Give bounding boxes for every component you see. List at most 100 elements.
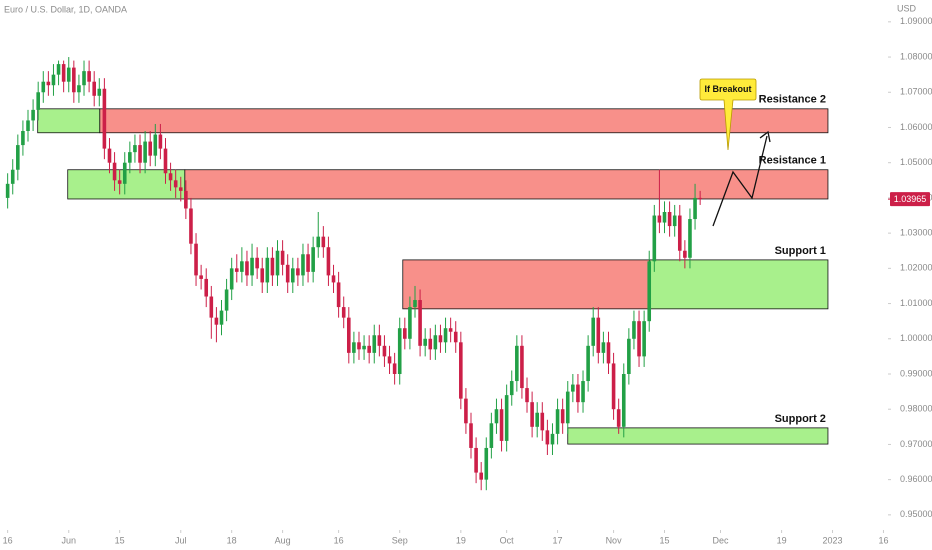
candle-body xyxy=(418,300,422,346)
y-tick-label: 0.95000 xyxy=(900,509,932,519)
candle-body xyxy=(443,328,448,343)
x-tick-label: 19 xyxy=(456,535,466,545)
candle-body xyxy=(397,328,402,374)
candle-body xyxy=(112,162,117,181)
candle-body xyxy=(66,67,71,82)
y-tick-label: 1.03000 xyxy=(900,228,932,238)
y-tick-label: 1.02000 xyxy=(900,263,932,273)
candle-body xyxy=(128,152,132,163)
candle-body xyxy=(168,173,173,181)
arrow-head xyxy=(759,130,771,143)
candle-body xyxy=(677,215,682,251)
candle-body xyxy=(352,342,356,353)
candle-body xyxy=(672,215,677,227)
zone-box xyxy=(184,169,829,200)
candle-body xyxy=(438,335,443,343)
candle-body xyxy=(667,212,672,227)
zone-label: Resistance 2 xyxy=(759,94,826,106)
candle-body xyxy=(484,447,489,480)
candle-body xyxy=(341,307,346,318)
candle-body xyxy=(647,261,652,322)
candle-body xyxy=(51,74,56,86)
candle-body xyxy=(72,67,76,93)
candle-body xyxy=(204,278,209,297)
candle-body xyxy=(290,268,295,283)
candle-body xyxy=(102,88,107,149)
candle-body xyxy=(698,197,702,200)
candle-body xyxy=(693,197,697,220)
candle-body xyxy=(662,212,667,223)
candle-body xyxy=(56,64,61,75)
axes: 0.95000 0.96000 0.97000 0.98000 0.99000 1.000… xyxy=(3,16,932,545)
candle-body xyxy=(479,472,483,480)
chart-title: Euro / U.S. Dollar, 1D, OANDA xyxy=(4,4,127,14)
candle-body xyxy=(565,391,570,424)
candle-body xyxy=(87,71,91,82)
last-price-tag xyxy=(890,192,930,207)
candle-body xyxy=(515,345,519,382)
candle-body xyxy=(41,81,46,93)
candle-body xyxy=(31,109,35,121)
candle-body xyxy=(499,409,504,441)
candle-body xyxy=(306,254,310,272)
candle-body xyxy=(453,331,458,343)
last-price-label: 1.03965 xyxy=(894,194,927,204)
candle-body xyxy=(372,335,377,353)
candle-body xyxy=(535,412,540,427)
candle-body xyxy=(97,88,102,96)
candle-body xyxy=(601,342,606,353)
candle-body xyxy=(301,254,305,276)
candle-body xyxy=(591,317,596,346)
y-tick-label: 1.06000 xyxy=(900,122,932,132)
y-tick-label: 0.96000 xyxy=(900,474,932,484)
candle-body xyxy=(209,296,214,318)
x-tick-label: 2023 xyxy=(823,535,843,545)
projection-path xyxy=(712,135,768,227)
candle-body xyxy=(637,321,641,357)
zone-box xyxy=(649,259,829,310)
zone-box xyxy=(37,108,101,134)
candle-body xyxy=(448,328,453,332)
candle-body xyxy=(392,363,397,374)
candle-body xyxy=(428,338,433,350)
x-tick-label: 19 xyxy=(777,535,787,545)
candle-body xyxy=(504,395,509,441)
candle-body xyxy=(346,317,351,353)
candle-body xyxy=(555,409,560,434)
y-tick-label: 0.98000 xyxy=(900,404,932,414)
zone-box xyxy=(99,108,829,134)
candle-body xyxy=(489,423,494,448)
candle-body xyxy=(596,317,601,353)
candle-body xyxy=(10,169,15,184)
candle-body xyxy=(189,208,193,244)
candle-body xyxy=(77,85,81,93)
candle-body xyxy=(525,388,529,403)
x-tick-label: 16 xyxy=(334,535,344,545)
x-tick-label: 15 xyxy=(115,535,125,545)
candle-body xyxy=(336,282,341,308)
candle-body xyxy=(280,250,285,265)
x-tick-label: Oct xyxy=(500,535,515,545)
zone-label: Support 1 xyxy=(775,245,826,257)
candle-body xyxy=(224,289,229,311)
y-axis-label: USD xyxy=(897,3,917,13)
y-tick-label: 1.07000 xyxy=(900,87,932,97)
callout-text: If Breakout xyxy=(704,84,751,94)
zone-label: Resistance 1 xyxy=(759,155,826,167)
candle-body xyxy=(382,345,387,357)
candle-body xyxy=(143,141,147,163)
candle-body xyxy=(683,250,687,258)
candle-body xyxy=(581,381,585,403)
zone-box xyxy=(402,259,651,310)
candle-body xyxy=(82,71,86,86)
candle-body xyxy=(173,180,178,188)
candle-body xyxy=(163,148,168,174)
candle-body xyxy=(469,423,473,448)
candle-body xyxy=(616,409,621,427)
candle-body xyxy=(311,247,315,272)
candle-body xyxy=(509,381,514,396)
candle-body xyxy=(148,141,153,156)
candle-body xyxy=(408,307,412,339)
candle-body xyxy=(296,268,300,276)
candle-body xyxy=(433,335,438,350)
